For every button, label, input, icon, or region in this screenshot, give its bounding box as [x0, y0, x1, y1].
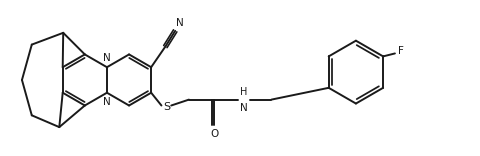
Text: S: S: [162, 102, 169, 112]
Text: N: N: [240, 102, 247, 113]
Text: N: N: [176, 18, 183, 28]
Text: N: N: [103, 53, 110, 63]
Text: H: H: [240, 87, 247, 97]
Text: F: F: [397, 46, 403, 56]
Text: N: N: [103, 97, 110, 107]
Text: O: O: [210, 129, 218, 139]
